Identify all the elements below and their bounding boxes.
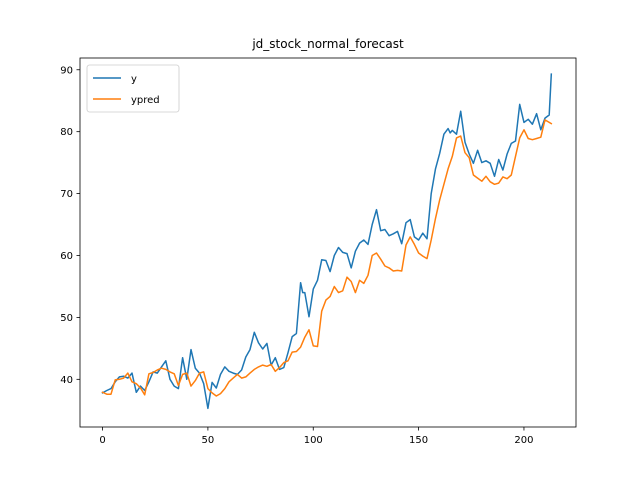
y-tick-label: 50 [60, 313, 73, 324]
x-tick-label: 200 [514, 435, 533, 446]
y-tick-label: 60 [60, 251, 73, 262]
series-line-ypred [101, 119, 553, 397]
x-tick-label: 50 [202, 435, 215, 446]
axes-frame [79, 57, 577, 428]
y-tick-label: 40 [60, 375, 73, 386]
chart-title: jd_stock_normal_forecast [251, 37, 404, 51]
y-tick-label: 80 [60, 127, 73, 138]
x-tick-label: 150 [409, 435, 428, 446]
x-axis: 0 50 100 150 200 [99, 427, 534, 446]
legend-label-ypred: ypred [131, 95, 160, 106]
y-axis: 40 50 60 70 80 90 [60, 65, 80, 386]
series-layer [101, 73, 553, 410]
x-tick-label: 100 [304, 435, 323, 446]
legend-label-y: y [131, 74, 137, 85]
x-tick-label: 0 [99, 435, 105, 446]
y-tick-label: 90 [60, 65, 73, 76]
legend-box [86, 64, 180, 113]
legend: y ypred [86, 64, 180, 113]
y-tick-label: 70 [60, 189, 73, 200]
